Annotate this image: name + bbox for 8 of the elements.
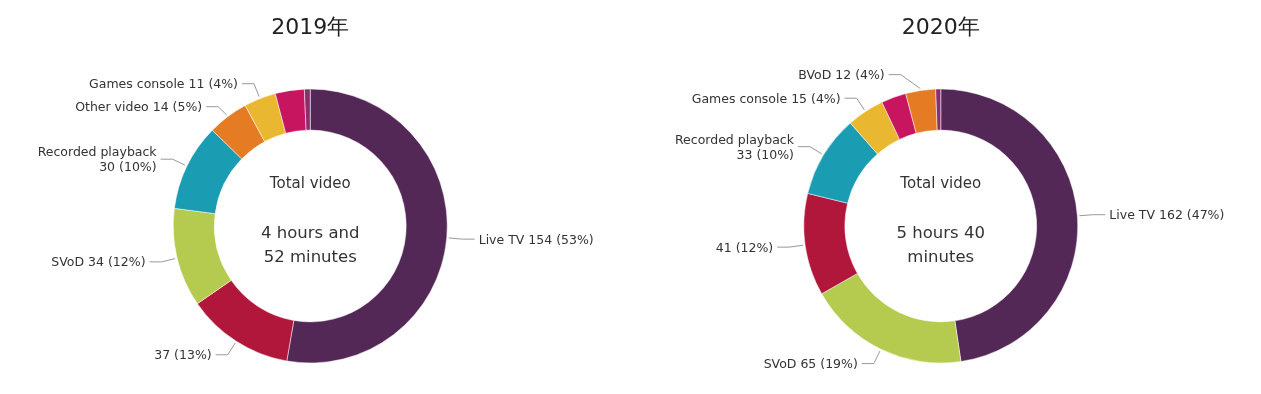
annotation: Total video (269, 174, 351, 192)
annotation: Total video (900, 174, 982, 192)
annotation: 52 minutes (263, 247, 357, 266)
title: 2019年 (271, 14, 350, 39)
title: 2020年 (901, 14, 980, 39)
annotation: minutes (907, 247, 975, 266)
annotation: 4 hours and (261, 223, 360, 242)
annotation: 5 hours 40 (896, 223, 985, 242)
